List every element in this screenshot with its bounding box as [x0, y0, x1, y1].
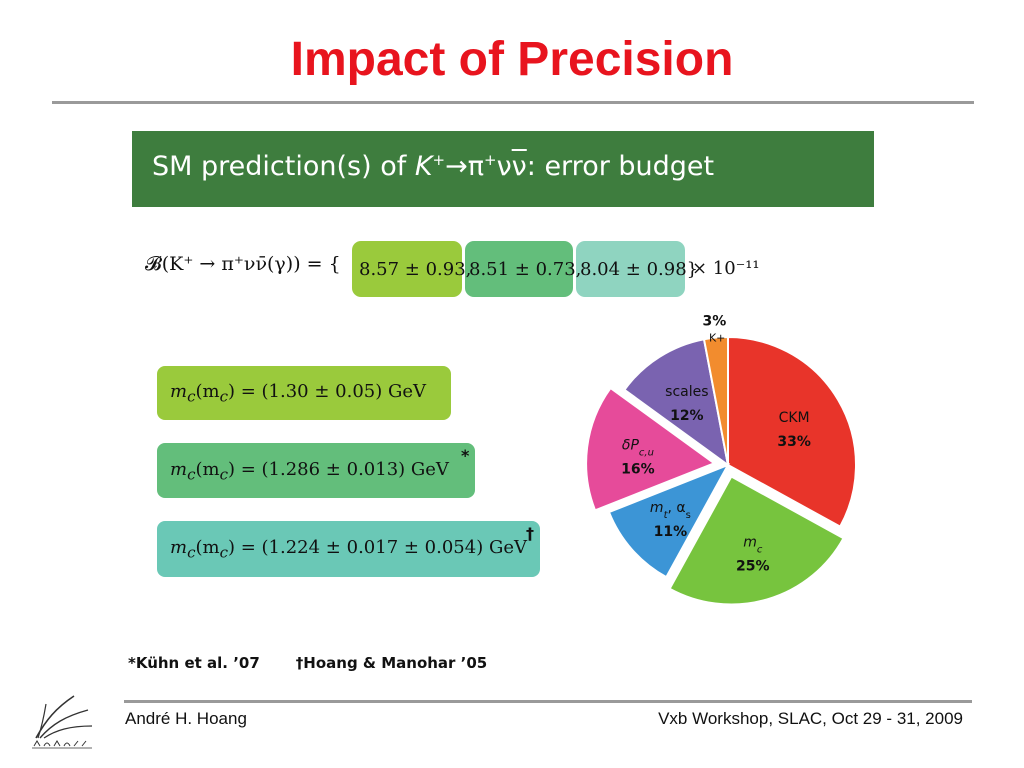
mc-symbol: m: [170, 537, 188, 558]
mc-subscript: c: [187, 387, 196, 406]
pie-value-scales: 12%: [670, 408, 704, 424]
pie-value-mt-s: 11%: [654, 524, 688, 540]
prediction-chip-1: [352, 241, 462, 297]
footer-divider: [124, 700, 972, 703]
banner-kaon-charge: +: [432, 151, 446, 169]
pie-value-k: 3%: [703, 314, 727, 330]
pie-label-scales: scales: [665, 384, 708, 400]
footer-event: Vxb Workshop, SLAC, Oct 29 - 31, 2009: [658, 709, 963, 728]
prediction-chip-2: [465, 241, 573, 297]
mc-arg: (m: [195, 537, 220, 558]
banner-pion: π: [467, 151, 484, 182]
prediction-chip-3: [576, 241, 685, 297]
reference-kuhn: *Kühn et al. ’07: [128, 654, 260, 672]
mc-arg-subscript: c: [219, 387, 228, 406]
mc-arg-subscript: c: [219, 543, 228, 562]
mc-footnote-mark-2: †: [526, 524, 534, 543]
references: *Kühn et al. ’07 †Hoang & Manohar ’05: [128, 654, 523, 672]
prediction-value-1: 8.57 ± 0.93,: [359, 259, 472, 280]
mc-arg: (m: [195, 459, 220, 480]
mc-arg: (m: [195, 381, 220, 402]
mc-symbol: m: [170, 459, 188, 480]
section-banner: SM prediction(s) of K+→π+νν: error budge…: [132, 131, 874, 207]
banner-suffix: : error budget: [526, 151, 715, 182]
reference-hoang-manohar: †Hoang & Manohar ’05: [295, 654, 488, 672]
pie-slice-mt-s: [607, 463, 731, 579]
banner-prefix: SM prediction(s) of: [152, 151, 415, 182]
mc-subscript: c: [187, 465, 196, 484]
pie-label-ckm: CKM: [779, 410, 810, 426]
footer-author: André H. Hoang: [125, 709, 247, 728]
mc-box-3: [157, 521, 540, 577]
pie-label-k: K+: [709, 331, 725, 344]
branching-ratio-lhs: 𝓑(K⁺ → π⁺νν̄(γ)) = {: [145, 253, 341, 275]
mc-box-1: [157, 366, 451, 420]
mc-box-2: [157, 443, 475, 498]
mc-value-3: mc(mc) = (1.224 ± 0.017 ± 0.054) GeV: [170, 537, 527, 562]
error-budget-pie-chart: CKM 33% mc 25% mt, αs 11% δPc,u 16% scales 12% K+3…: [585, 314, 857, 606]
pie-value-mc: 25%: [736, 558, 770, 574]
pie-slice-k: [702, 335, 729, 466]
mc-footnote-mark-1: *: [461, 446, 470, 465]
prediction-value-3: 8.04 ± 0.98}: [580, 259, 699, 280]
branching-ratio-scale: × 10⁻¹¹: [692, 258, 760, 279]
mc-result: ) = (1.30 ± 0.05) GeV: [227, 381, 427, 402]
institute-logo-icon: [32, 695, 93, 749]
mc-result: ) = (1.224 ± 0.017 ± 0.054) GeV: [227, 537, 527, 558]
title-divider: [52, 101, 974, 104]
pie-label-mc: mc: [743, 534, 763, 555]
banner-kaon: K: [414, 151, 433, 182]
mc-result: ) = (1.286 ± 0.013) GeV: [227, 459, 449, 480]
prediction-value-2: 8.51 ± 0.73,: [469, 259, 582, 280]
banner-pion-charge: +: [484, 151, 497, 169]
pie-slice-ckm: [727, 335, 857, 529]
mc-value-1: mc(mc) = (1.30 ± 0.05) GeV: [170, 381, 426, 406]
mc-subscript: c: [187, 543, 196, 562]
mc-value-2: mc(mc) = (1.286 ± 0.013) GeV: [170, 459, 449, 484]
pie-slice-scales: [623, 338, 730, 468]
pie-value-ckm: 33%: [777, 434, 811, 450]
pie-label-pc-u: δPc,u: [622, 438, 654, 459]
banner-neutrino: ν: [496, 151, 512, 182]
pie-slice-pc-u: [585, 386, 717, 512]
pie-label-mt-s: mt, αs: [650, 500, 691, 521]
banner-arrow: →: [445, 151, 468, 182]
banner-antineutrino: ν: [511, 151, 527, 182]
mc-symbol: m: [170, 381, 188, 402]
pie-value-pc-u: 16%: [621, 462, 655, 478]
mc-arg-subscript: c: [219, 465, 228, 484]
banner-title: SM prediction(s) of K+→π+νν: error budge…: [152, 151, 714, 182]
pie-slice-mc: [668, 475, 845, 606]
slide-title: Impact of Precision: [290, 33, 734, 86]
